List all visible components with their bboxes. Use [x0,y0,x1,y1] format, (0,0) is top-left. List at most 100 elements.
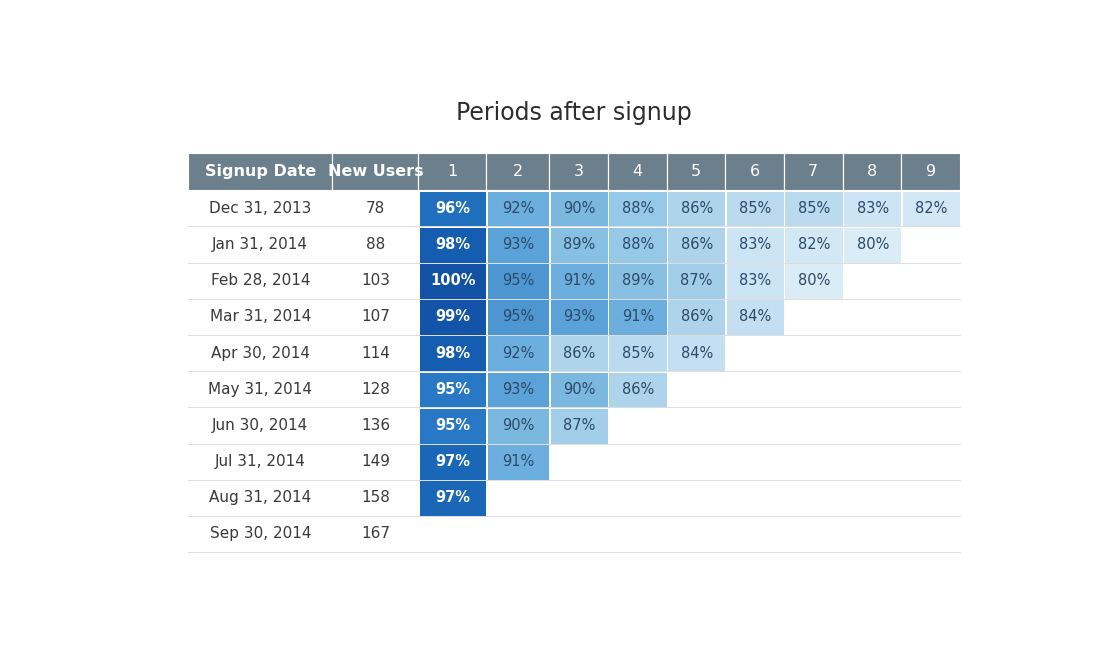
Text: New Users: New Users [327,164,423,179]
Text: 92%: 92% [502,201,534,216]
Text: 83%: 83% [857,201,889,216]
Text: 114: 114 [361,345,390,360]
Text: 96%: 96% [436,201,470,216]
Text: Jul 31, 2014: Jul 31, 2014 [215,454,306,469]
Text: Jan 31, 2014: Jan 31, 2014 [213,237,308,252]
Text: 93%: 93% [502,382,534,397]
Bar [420,300,486,335]
Bar [727,300,784,335]
Text: 8: 8 [867,164,877,179]
Text: 84%: 84% [681,345,712,360]
Text: 92%: 92% [502,345,534,360]
Bar [487,336,549,371]
Bar [420,192,486,226]
Bar [669,192,726,226]
Text: Apr 30, 2014: Apr 30, 2014 [211,345,310,360]
Text: Sep 30, 2014: Sep 30, 2014 [209,526,311,542]
Text: 83%: 83% [739,237,772,252]
Text: 88%: 88% [622,201,654,216]
Text: Mar 31, 2014: Mar 31, 2014 [209,309,311,325]
Text: 149: 149 [361,454,390,469]
Text: 107: 107 [361,309,390,325]
Bar [842,153,902,190]
Text: 5: 5 [691,164,701,179]
Text: 86%: 86% [681,237,712,252]
Bar [902,153,960,190]
Bar [551,300,608,335]
Bar [726,153,784,190]
Bar [486,153,549,190]
Bar [420,336,486,371]
Text: Periods after signup: Periods after signup [456,101,692,125]
Bar [844,192,902,226]
Text: 87%: 87% [563,418,596,433]
Bar [487,192,549,226]
Text: 82%: 82% [915,201,948,216]
Bar [785,192,842,226]
Bar [609,192,666,226]
Text: 100%: 100% [430,273,476,288]
Text: 7: 7 [809,164,819,179]
Text: 88%: 88% [622,237,654,252]
Bar [420,373,486,408]
Text: 136: 136 [361,418,390,433]
Text: 4: 4 [632,164,642,179]
Bar [551,228,608,262]
Bar [551,192,608,226]
Text: 85%: 85% [622,345,654,360]
Text: 91%: 91% [622,309,654,325]
Text: 99%: 99% [436,309,470,325]
Text: 91%: 91% [502,454,534,469]
Bar [551,264,608,299]
Text: 86%: 86% [622,382,654,397]
Text: 128: 128 [361,382,390,397]
Bar [487,409,549,443]
Text: 93%: 93% [563,309,596,325]
Text: 82%: 82% [797,237,830,252]
Bar [420,445,486,480]
Bar [784,153,842,190]
Bar [551,409,608,443]
Bar [609,336,666,371]
Text: 89%: 89% [622,273,654,288]
Bar [549,153,608,190]
Text: Jun 30, 2014: Jun 30, 2014 [212,418,308,433]
Text: 89%: 89% [563,237,596,252]
Bar [785,264,842,299]
Bar [333,153,418,190]
Text: 3: 3 [573,164,584,179]
Bar [669,336,726,371]
Text: 90%: 90% [563,201,596,216]
Text: 95%: 95% [502,309,534,325]
Text: 86%: 86% [681,309,712,325]
Text: 97%: 97% [436,454,470,469]
Text: 83%: 83% [739,273,772,288]
Text: 95%: 95% [436,418,470,433]
Bar [551,373,608,408]
Text: 167: 167 [361,526,390,542]
Bar [487,445,549,480]
Text: 86%: 86% [681,201,712,216]
Text: 85%: 85% [797,201,830,216]
Text: 85%: 85% [739,201,772,216]
Bar [487,228,549,262]
Text: 98%: 98% [436,237,470,252]
Text: 9: 9 [925,164,935,179]
Bar [903,192,960,226]
Text: 87%: 87% [681,273,712,288]
Bar [188,153,333,190]
Bar [487,300,549,335]
Bar [609,228,666,262]
Text: 88: 88 [366,237,385,252]
Bar [420,228,486,262]
Text: 95%: 95% [502,273,534,288]
Bar [669,300,726,335]
Text: May 31, 2014: May 31, 2014 [208,382,312,397]
Text: 86%: 86% [563,345,596,360]
Text: Dec 31, 2013: Dec 31, 2013 [209,201,311,216]
Text: 158: 158 [361,491,390,505]
Bar [785,228,842,262]
Text: 80%: 80% [797,273,830,288]
Text: 1: 1 [447,164,457,179]
Text: 6: 6 [749,164,759,179]
